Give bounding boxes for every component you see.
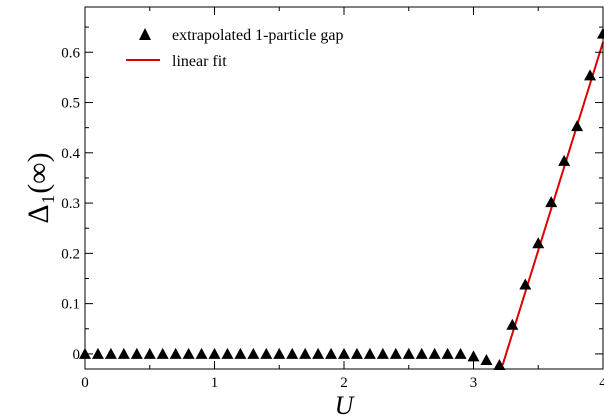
data-point-triangle [389,347,402,359]
data-point-triangle [221,347,234,359]
y-tick-label: 0.4 [61,146,80,162]
legend-label-gap: extrapolated 1-particle gap [172,27,343,44]
data-point-triangle [208,347,221,359]
data-point-triangle [519,278,532,290]
data-point-triangle [195,347,208,359]
legend: extrapolated 1-particle gap linear fit [126,27,343,70]
data-point-triangle [571,120,584,132]
data-point-triangle [441,347,454,359]
data-point-triangle [363,347,376,359]
x-tick-label: 3 [470,375,478,391]
data-point-triangle [402,347,415,359]
x-axis-tick-labels: 0 1 2 3 4 [81,375,604,391]
data-point-triangle [273,347,286,359]
y-axis-ticks [85,26,603,355]
data-point-triangle [558,154,571,166]
y-tick-label: 0.6 [61,45,80,61]
data-point-triangle [130,347,143,359]
data-point-triangle [156,347,169,359]
data-point-triangle [182,347,195,359]
x-tick-label: 0 [81,375,89,391]
data-point-triangle [415,347,428,359]
y-tick-label: 0 [73,347,81,363]
data-point-triangle [584,69,597,81]
plot-frame [84,6,604,370]
y-axis-tick-labels: 0 0.1 0.2 0.3 0.4 0.5 0.6 [61,45,80,363]
y-tick-label: 0.3 [61,196,80,212]
legend-triangle-marker [139,28,151,40]
data-point-triangle [325,347,338,359]
data-point-triangle [169,347,182,359]
data-point-triangle [532,237,545,249]
data-point-triangle [260,347,273,359]
data-point-triangle [143,347,156,359]
data-point-triangle [91,347,104,359]
data-point-triangle [506,318,519,330]
data-point-triangle [428,347,441,359]
data-point-triangle [480,353,493,365]
marker-layer [79,27,604,370]
data-point-triangle [117,347,130,359]
data-point-triangle [104,347,117,359]
data-point-triangle [545,196,558,208]
data-point-triangle [376,347,389,359]
y-axis-title: Δ₁(∞) [22,152,55,223]
data-point-triangle [454,347,467,359]
data-point-triangle [312,347,325,359]
x-axis-ticks [84,7,604,369]
data-point-triangle [493,358,506,370]
data-point-triangle [247,347,260,359]
y-tick-label: 0.2 [61,246,80,262]
x-axis-title: U [335,391,356,419]
data-point-triangle [350,347,363,359]
data-point-triangle [299,347,312,359]
x-tick-label: 4 [599,375,604,391]
data-point-triangle [286,347,299,359]
y-tick-label: 0.5 [61,96,80,112]
data-point-triangle [597,27,604,39]
x-tick-label: 1 [211,375,219,391]
data-point-triangle [338,347,350,359]
data-point-triangle [467,350,480,362]
y-tick-label: 0.1 [61,297,80,313]
x-tick-label: 2 [340,375,348,391]
data-point-triangle [234,347,247,359]
legend-label-fit: linear fit [172,53,227,70]
